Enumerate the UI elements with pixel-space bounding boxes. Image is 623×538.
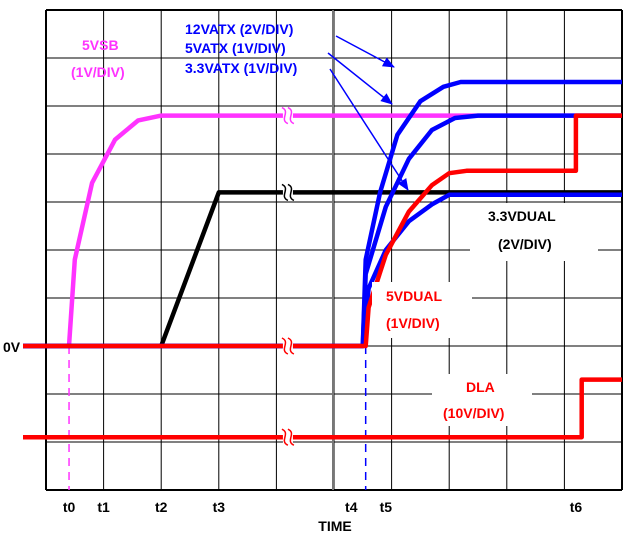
break-mark xyxy=(281,337,289,355)
label-12vatx-scale: (2V/DIV) xyxy=(240,21,294,37)
label-3.3vatx-scale: (1V/DIV) xyxy=(244,60,298,76)
traces xyxy=(23,79,622,440)
trace-dla xyxy=(23,377,622,440)
x-tick-t4: t4 xyxy=(345,499,358,515)
break-symbols xyxy=(281,106,295,446)
arrow-3.3vatx xyxy=(329,68,409,191)
zero-volt-label: 0V xyxy=(3,339,21,355)
label-5vatx-scale: (1V/DIV) xyxy=(232,40,286,56)
x-tick-t3: t3 xyxy=(213,499,226,515)
x-tick-labels: t0 t1 t2 t3 t4 t5 t6 xyxy=(63,499,583,515)
break-gap xyxy=(282,107,293,124)
x-tick-t2: t2 xyxy=(155,499,168,515)
label-5vdual: 5VDUAL xyxy=(386,288,442,304)
x-axis-title: TIME xyxy=(318,518,351,534)
break-gap xyxy=(282,184,293,201)
label-5vsb-scale: (1V/DIV) xyxy=(71,64,125,80)
label-3.3vdual-scale: (2V/DIV) xyxy=(498,236,552,252)
break-mark xyxy=(287,337,295,355)
break-mark xyxy=(281,428,289,446)
label-5vatx: 5VATX (1V/DIV) xyxy=(185,40,286,56)
break-mark xyxy=(287,183,295,202)
label-dla-scale: (10V/DIV) xyxy=(443,405,504,421)
break-gap xyxy=(282,429,293,446)
label-3.3vatx: 3.3VATX (1V/DIV) xyxy=(185,60,297,76)
x-tick-t1: t1 xyxy=(97,499,110,515)
label-5vatx-name: 5VATX xyxy=(185,40,229,56)
trace-5vsb xyxy=(23,113,622,349)
break-mark xyxy=(281,183,289,202)
label-3.3vdual: 3.3VDUAL xyxy=(488,208,556,224)
label-bg-5vdual xyxy=(372,282,472,338)
label-5vsb: 5VSB xyxy=(82,37,119,53)
break-mark xyxy=(287,428,295,446)
label-bg-dla xyxy=(432,374,532,426)
label-12vatx-name: 12VATX xyxy=(185,21,236,37)
label-12vatx: 12VATX (2V/DIV) xyxy=(185,21,293,37)
trace-5vdual xyxy=(23,113,622,349)
label-dla: DLA xyxy=(466,379,495,395)
arrow-5vatx xyxy=(327,52,393,105)
break-gap xyxy=(282,338,293,354)
x-tick-t0: t0 xyxy=(63,499,76,515)
x-tick-t5: t5 xyxy=(380,499,393,515)
arrow-12vatx xyxy=(335,35,395,68)
time-markers xyxy=(68,346,367,490)
break-mark xyxy=(287,106,295,125)
label-bg-3.3vdual xyxy=(470,203,598,261)
x-tick-t6: t6 xyxy=(570,499,583,515)
break-mark xyxy=(281,106,289,125)
label-3.3vatx-name: 3.3VATX xyxy=(185,60,240,76)
label-5vdual-scale: (1V/DIV) xyxy=(386,315,440,331)
